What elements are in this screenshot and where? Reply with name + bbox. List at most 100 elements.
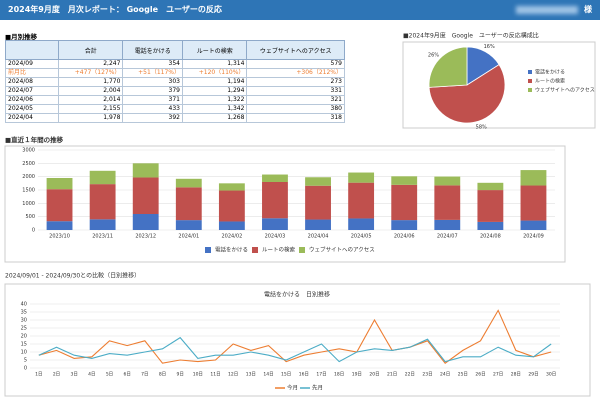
table-row: 前月比 +477（127%） +51（117%） +120（110%） +306（212… [5, 68, 345, 78]
bar-segment [175, 187, 202, 221]
legend-swatch [528, 79, 532, 83]
row-label: 2024/08 [5, 77, 59, 87]
bar-segment [46, 189, 73, 222]
bar-segment [305, 185, 331, 220]
x-tick-label: 2024/06 [394, 234, 415, 240]
y-tick-label: 25 [21, 326, 27, 332]
section-title: 2024/09/01 - 2024/09/30との比較（日別推移） [5, 272, 140, 280]
bar-segment [262, 174, 288, 182]
legend-swatch [299, 247, 305, 253]
table-row: 2024/06 2,014 371 1,322 321 [5, 95, 345, 105]
table-cell: 371 [122, 95, 183, 105]
table-cell: 2,014 [57, 95, 124, 105]
bar-segment [434, 176, 461, 186]
x-tick-label: 22日 [405, 372, 415, 378]
x-tick-label: 21日 [387, 372, 397, 378]
bar-segment [391, 184, 418, 221]
bar-segment [477, 182, 504, 191]
row-label: 2024/09 [5, 59, 59, 69]
x-tick-label: 23日 [422, 372, 432, 378]
row-label: 2024/06 [5, 95, 59, 105]
value-label: 16% [484, 44, 495, 50]
x-tick-label: 14日 [263, 372, 273, 378]
row-label: 2024/04 [5, 113, 59, 123]
line-box [4, 283, 591, 397]
value-label: 26% [428, 52, 439, 58]
y-tick-label: 1000 [22, 201, 35, 207]
bar-segment [434, 185, 461, 220]
bar-segment [305, 177, 331, 186]
bar-segment [262, 182, 288, 219]
x-tick-label: 2024/09 [523, 234, 544, 240]
x-tick-label: 28日 [511, 372, 521, 378]
x-tick-label: 12日 [228, 372, 238, 378]
x-tick-label: 2024/03 [265, 234, 286, 240]
table-row: 2024/07 2,004 379 1,294 331 [5, 86, 345, 96]
bar-segment [89, 184, 116, 220]
x-tick-label: 15日 [281, 372, 291, 378]
value-label: 58% [476, 124, 487, 130]
x-tick-label: 19日 [352, 372, 362, 378]
x-tick-label: 13日 [246, 372, 256, 378]
y-tick-label: 10 [21, 350, 27, 356]
x-tick-label: 2024/02 [221, 234, 242, 240]
pie-slice [428, 64, 506, 124]
table-cell: 303 [122, 77, 183, 87]
line-series [38, 336, 552, 363]
header-title: 2024年9月度 月次レポート： Google ユーザーの反応 [8, 5, 222, 14]
table-cell: +477（127%） [57, 68, 124, 78]
x-tick-label: 2023/11 [92, 234, 113, 240]
legend-swatch [252, 247, 258, 253]
x-tick-label: 2日 [53, 372, 60, 378]
bar-segment [391, 176, 418, 185]
chart-title: ■2024年9月度 Google ユーザーの反応構成比 [403, 32, 539, 40]
legend-swatch [528, 88, 532, 92]
y-tick-label: 15 [21, 342, 27, 348]
table-cell: +120（110%） [181, 68, 248, 78]
table-cell: 1,268 [181, 113, 248, 123]
bar-segment [262, 218, 288, 230]
table-cell: 380 [246, 104, 345, 114]
x-tick-label: 7日 [141, 372, 148, 378]
table-cell: +306（212%） [246, 68, 345, 78]
y-tick-label: 40 [21, 302, 27, 308]
column-header: ルートの検索 [181, 40, 248, 60]
header: 2024年9月度 月次レポート： Google ユーザーの反応 様 [0, 0, 600, 20]
bar-segment [520, 170, 547, 186]
x-tick-label: 2024/05 [351, 234, 372, 240]
table-row: 2024/08 1,770 303 1,194 273 [5, 77, 345, 87]
table-title: ■月別推移 [5, 33, 38, 41]
table-cell: 1,294 [181, 86, 248, 96]
legend-label: 電話をかける [215, 246, 248, 254]
table-cell: 1,314 [181, 59, 248, 69]
chart-title: ■直近１年間の推移 [5, 135, 64, 144]
x-tick-label: 2023/10 [49, 234, 70, 240]
x-tick-label: 16日 [299, 372, 309, 378]
bar-segment [218, 190, 245, 222]
header-row: 合計 電話をかける ルートの検索 ウェブサイトへのアクセス [5, 40, 345, 60]
bar-segment [132, 214, 159, 230]
bar-segment [218, 221, 245, 230]
x-tick-label: 30日 [546, 372, 556, 378]
y-tick-label: 35 [21, 310, 27, 316]
y-tick-label: 2000 [22, 174, 35, 180]
column-header: ウェブサイトへのアクセス [246, 40, 345, 60]
table-cell: 379 [122, 86, 183, 96]
bar-segment [477, 190, 504, 222]
row-label: 前月比 [5, 68, 59, 78]
x-tick-label: 2024/01 [178, 234, 199, 240]
legend-label: 先月 [312, 384, 323, 392]
y-tick-label: 5 [24, 358, 27, 364]
bar-segment [520, 185, 547, 221]
x-tick-label: 26日 [475, 372, 485, 378]
table-row: 2024/05 2,155 433 1,342 380 [5, 104, 345, 114]
table-cell: 331 [246, 86, 345, 96]
y-tick-label: 1500 [22, 188, 35, 194]
x-tick-label: 3日 [70, 372, 77, 378]
bar-segment [520, 220, 547, 230]
bar-segment [175, 178, 202, 188]
corner-cell [5, 40, 59, 60]
bar-segment [305, 219, 331, 230]
